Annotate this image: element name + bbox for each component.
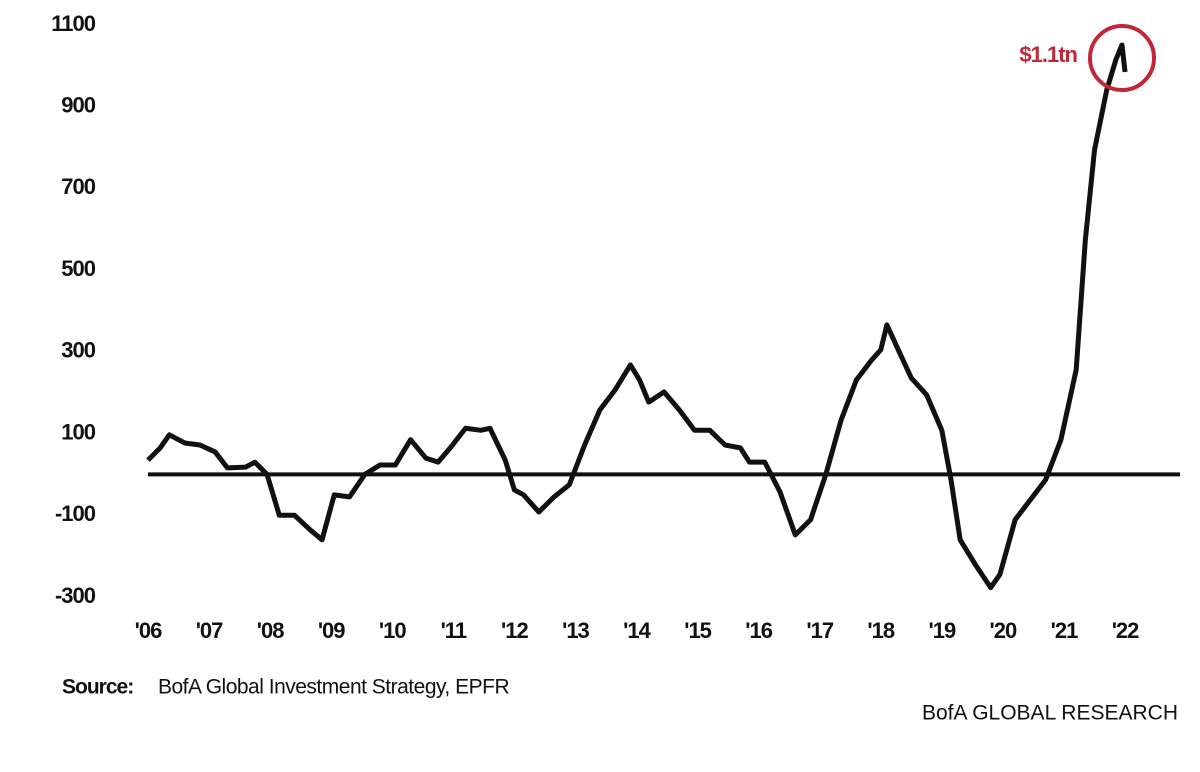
y-tick-label: -300 — [55, 583, 96, 608]
x-tick-label: '13 — [562, 618, 589, 643]
x-tick-label: '20 — [990, 618, 1017, 643]
y-tick-label: 1100 — [51, 11, 95, 36]
x-tick-label: '11 — [441, 618, 467, 643]
x-tick-label: '17 — [806, 618, 833, 643]
x-tick-label: '07 — [196, 618, 223, 643]
y-tick-label: 500 — [61, 256, 95, 281]
x-tick-label: '21 — [1051, 618, 1078, 643]
y-tick-label: 300 — [61, 338, 95, 363]
y-tick-label: -100 — [55, 501, 96, 526]
x-tick-label: '10 — [379, 618, 406, 643]
source-label: Source: — [62, 676, 133, 699]
line — [146, 42, 1128, 591]
y-tick-label: 100 — [61, 419, 95, 444]
annotation: $1.1tn — [1019, 42, 1077, 67]
brand: BofA GLOBAL RESEARCH — [922, 702, 1178, 725]
x-tick-label: '22 — [1112, 618, 1139, 643]
x-tick-label: '06 — [135, 618, 162, 643]
y-tick-label: 700 — [61, 174, 95, 199]
x-tick-label: '14 — [623, 618, 651, 643]
highlight-circle — [1087, 24, 1156, 93]
x-tick-label: '08 — [257, 618, 284, 643]
x-tick-label: '18 — [867, 618, 894, 643]
x-tick-label: '12 — [501, 618, 528, 643]
y-tick-label: 900 — [61, 93, 95, 118]
source: BofA Global Investment Strategy, EPFR — [158, 676, 509, 699]
x-tick-label: '19 — [928, 618, 955, 643]
x-tick-label: '09 — [318, 618, 345, 643]
x-tick-label: '15 — [684, 618, 711, 643]
x-tick-label: '16 — [745, 618, 772, 643]
